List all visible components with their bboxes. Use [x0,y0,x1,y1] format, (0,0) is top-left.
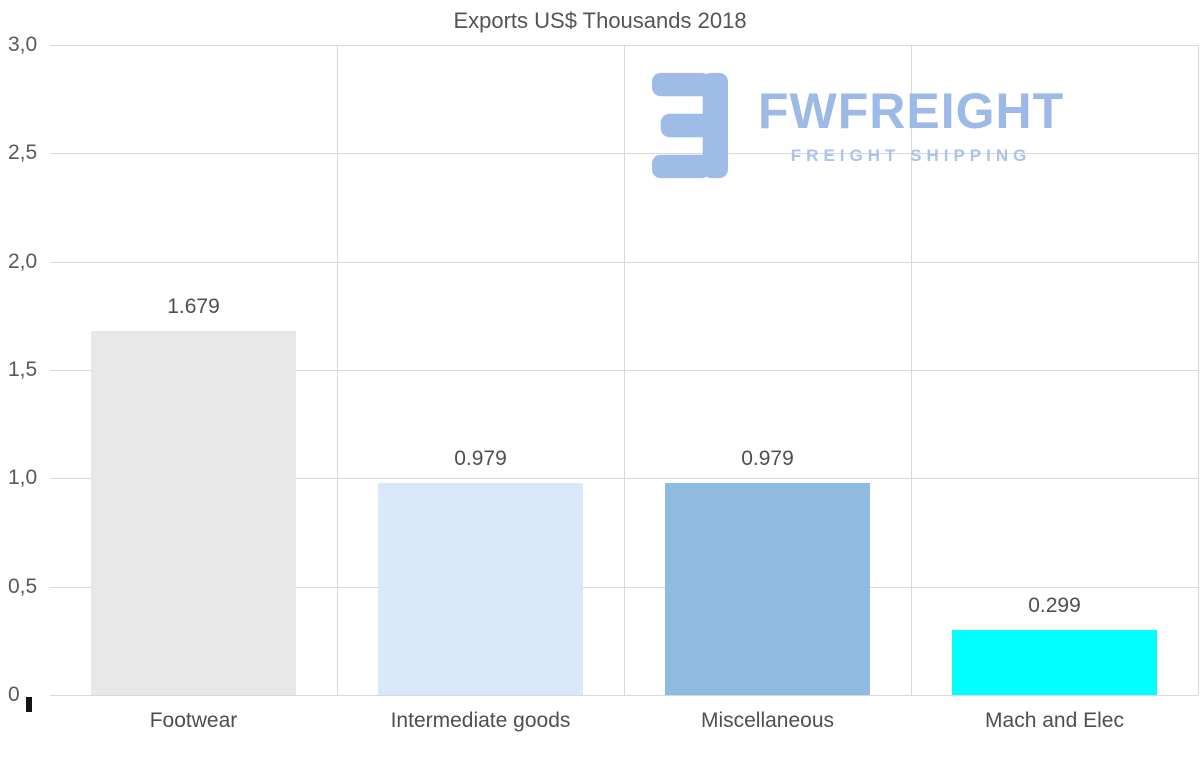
v-gridline [624,45,625,695]
x-axis-label: Miscellaneous [700,709,835,732]
fwfreight-watermark: FWFREIGHT FREIGHT SHIPPING [650,68,1064,183]
x-axis-label: Footwear [149,709,238,732]
y-tick-label: 2,0 [8,249,38,273]
bar-value-label: 0.979 [741,446,794,470]
fwfreight-logo-icon [651,72,729,179]
y-tick-label: 3,0 [8,33,38,56]
y-tick-label: 2,5 [8,141,38,165]
y-tick-label: 0 [8,683,20,706]
bar-footwear [91,331,296,695]
bar-mach-and-elec [952,630,1157,695]
origin-tick [26,697,32,712]
brand-name: FWFREIGHT [758,82,1065,139]
bar-miscellaneous [665,482,870,695]
brand-tagline: FREIGHT SHIPPING [790,145,1032,165]
chart-title: Exports US$ Thousands 2018 [453,8,747,33]
bar-intermediate-goods [378,482,583,695]
y-tick-label: 1,0 [8,466,38,490]
bar-value-label: 0.299 [1028,594,1081,618]
logo-text-block: FWFREIGHT FREIGHT SHIPPING [758,86,1064,166]
bar-value-label: 0.979 [454,446,507,470]
bar-value-label: 1.679 [167,295,220,319]
h-gridline [50,695,1198,696]
y-tick-label: 1,5 [8,358,38,381]
x-axis-label: Mach and Elec [985,709,1124,732]
v-gridline [1198,45,1199,695]
v-gridline [911,45,912,695]
v-gridline [337,45,338,695]
y-tick-label: 0,5 [8,574,38,598]
x-axis-label: Intermediate goods [390,709,571,732]
